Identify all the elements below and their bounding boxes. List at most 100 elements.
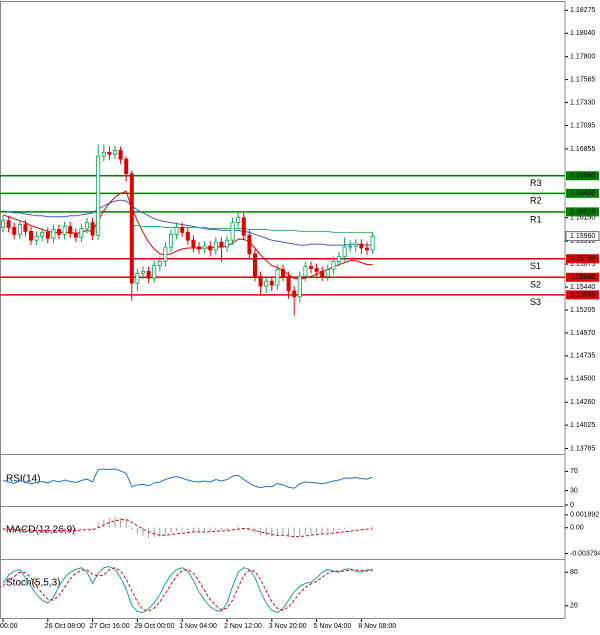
candle-body: [264, 280, 269, 287]
candle-body: [101, 151, 106, 157]
candle-body: [364, 247, 369, 251]
candle-body: [303, 266, 308, 277]
y-tick-label: 30: [570, 487, 578, 494]
level-price-label: 1.16580: [570, 173, 595, 180]
y-tick-label: 1.18275: [570, 7, 595, 14]
candle-body: [45, 231, 50, 239]
candle-body: [269, 280, 274, 286]
candle-body: [129, 173, 134, 284]
candle-body: [342, 246, 347, 258]
y-tick-label: 1.14260: [570, 399, 595, 406]
candle-body: [107, 151, 112, 155]
candle-body: [370, 235, 375, 251]
level-price-box: [566, 188, 599, 198]
last-price-box: [565, 231, 600, 242]
x-tick-label: 1 Nov 04:00: [179, 623, 217, 630]
candle-body: [292, 290, 297, 298]
candle-body: [28, 231, 33, 241]
x-tick-label: 29 Oct 00:00: [134, 623, 174, 630]
x-tick-label: 2 Nov 12:00: [224, 623, 262, 630]
level-name: S3: [530, 297, 541, 307]
candle-body: [185, 231, 190, 241]
candle-body: [275, 269, 280, 286]
candle-body: [297, 275, 302, 298]
level-price-box: [566, 207, 599, 217]
panel-title: Stoch(5,5,3): [6, 578, 60, 589]
y-tick-label: 1.14500: [570, 376, 595, 383]
candle-body: [90, 222, 95, 236]
candle-body: [202, 245, 207, 250]
y-tick-label: 0: [570, 502, 574, 509]
series-line: [131, 225, 373, 233]
level-name: R2: [530, 196, 542, 206]
candle-body: [85, 222, 90, 229]
y-tick-label: 1.16855: [570, 146, 595, 153]
level-name: R3: [530, 178, 542, 188]
candle-body: [348, 245, 353, 248]
candle-body: [308, 266, 313, 269]
candle-body: [353, 243, 358, 247]
x-tick-label: 27 Oct 16:00: [90, 623, 130, 630]
candle-body: [224, 239, 229, 248]
y-tick-label: 1.17800: [570, 54, 595, 61]
level-price-box: [566, 290, 599, 300]
candle-body: [359, 243, 364, 249]
level-price-box: [566, 272, 599, 282]
y-tick-label: 80: [570, 569, 578, 576]
level-price-box: [566, 171, 599, 181]
candle-body: [152, 265, 157, 279]
level-price-label: 1.16400: [570, 190, 595, 197]
candle-body: [0, 220, 6, 228]
candle-body: [23, 224, 28, 232]
candle-body: [163, 246, 168, 263]
candle-body: [62, 226, 67, 235]
candle-body: [40, 231, 45, 237]
level-price-label: 1.15540: [570, 274, 595, 281]
candle-body: [168, 233, 173, 248]
candle-body: [73, 232, 78, 238]
series-line: [3, 519, 373, 538]
candle-body: [135, 272, 140, 284]
candle-body: [140, 271, 145, 274]
candle-body: [258, 275, 263, 287]
panel-title: RSI(14): [6, 474, 40, 485]
candle-body: [236, 217, 241, 224]
candle-body: [180, 227, 185, 233]
candle-body: [174, 227, 179, 235]
candle-body: [325, 269, 330, 277]
candle-body: [280, 269, 285, 277]
candle-body: [252, 253, 257, 277]
y-tick-label: 0.00: [570, 525, 584, 532]
candle-body: [336, 256, 341, 263]
x-tick-label: 8 Nov 08:00: [358, 623, 396, 630]
y-tick-label: 1.14735: [570, 353, 595, 360]
candle-body: [320, 271, 325, 277]
y-tick-label: 1.15205: [570, 307, 595, 314]
series-line: [2, 567, 373, 612]
x-tick-label: 00:00: [0, 623, 18, 630]
x-tick-label: 3 Nov 20:00: [269, 623, 307, 630]
y-tick-label: -0.003794: [570, 550, 600, 557]
last-price-label: 1.15960: [570, 233, 595, 240]
y-tick-label: 1.14025: [570, 422, 595, 429]
candle-body: [96, 155, 101, 236]
candle-body: [286, 275, 291, 292]
y-tick-label: 1.13785: [570, 445, 595, 452]
y-tick-label: 1.17330: [570, 99, 595, 106]
level-name: R1: [530, 214, 542, 224]
x-tick-label: 5 Nov 04:00: [314, 623, 352, 630]
candle-body: [241, 217, 246, 236]
candle-body: [219, 241, 224, 248]
y-tick-label: 0.001892: [570, 512, 599, 519]
y-tick-label: 70: [570, 468, 578, 475]
series-line: [2, 199, 373, 246]
y-tick-label: 1.16150: [570, 215, 595, 222]
level-price-label: 1.16210: [570, 209, 595, 216]
candle-body: [191, 239, 196, 248]
candle-body: [51, 229, 56, 239]
candle-body: [12, 227, 17, 235]
candle-body: [113, 149, 118, 155]
y-tick-label: 1.14970: [570, 330, 595, 337]
level-name: S2: [530, 280, 541, 290]
